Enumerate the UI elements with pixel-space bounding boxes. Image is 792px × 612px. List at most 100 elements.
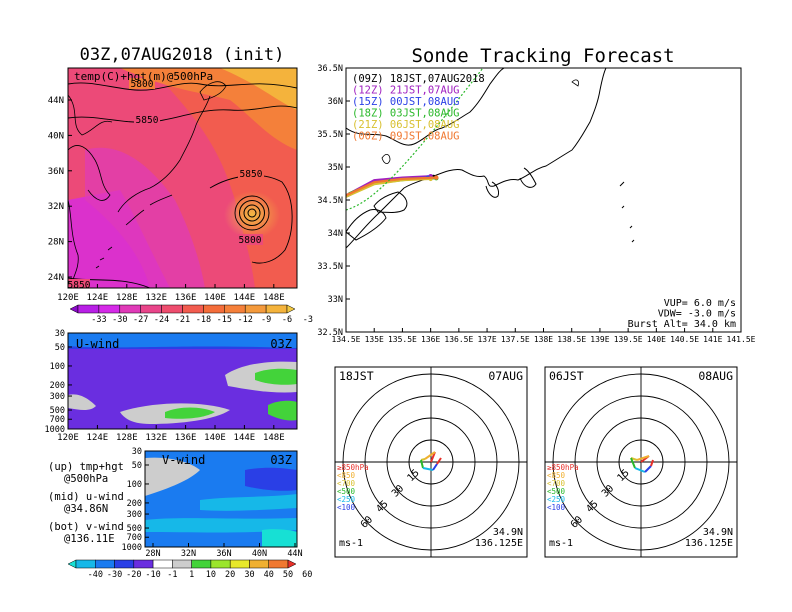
colorbar-label: 20 (225, 570, 235, 580)
colorbar-cell (224, 304, 246, 314)
lat-tick-label: 36N (48, 167, 64, 177)
lon-tick-label: 139.5E (614, 335, 643, 344)
colorbar-cell (77, 304, 100, 314)
izu-islands (619, 181, 635, 243)
level-legend-entry: <250 (337, 495, 356, 504)
lon-tick-label: 148E (263, 433, 285, 443)
colorbar-cell (152, 559, 173, 569)
v-field-cyan-low (145, 518, 297, 533)
temp-map-frame (67, 67, 298, 289)
track-title: Sonde Tracking Forecast (411, 45, 674, 67)
contour-label: 5850 (263, 240, 286, 251)
note-top-b: @500hPa (64, 473, 108, 485)
japan-coastline (117, 95, 211, 226)
map-lon-axis: 120E 124E 128E 132E 136E 140E 144E 148E (57, 284, 285, 303)
typhoon-contour-3 (239, 200, 265, 226)
colorbar-label: 40 (264, 570, 274, 580)
hodograph-lon: 136.125E (685, 538, 733, 549)
colorbar-cell (268, 559, 289, 569)
colorbar-cell (75, 559, 96, 569)
hodograph-time: 06JST (549, 369, 584, 383)
hodograph-unit: ms-1 (549, 538, 573, 549)
colorbar-cell (172, 559, 192, 569)
lat-tick-label: 24N (48, 273, 64, 283)
temp-field-yellow-edge (220, 68, 297, 110)
v-field-cyan-band (200, 494, 297, 511)
lat-tick-label: 28N (48, 238, 64, 248)
typhoon-warm-core (224, 191, 280, 239)
lon-tick-label: 120E (57, 293, 79, 303)
colorbar-label: -12 (238, 315, 253, 325)
lon-tick-label: 136E (421, 335, 440, 344)
pressure-tick-label: 500 (127, 524, 142, 534)
sonde-track-line (346, 177, 431, 198)
v-field-cyan-right (262, 529, 297, 547)
contour-5850-southwest (68, 277, 151, 288)
hodograph-trace (420, 459, 424, 469)
lon-tick-label: 136.5E (444, 335, 473, 344)
colorbar-cell (140, 304, 162, 314)
pressure-tick-label: 1000 (45, 425, 65, 435)
lat-tick-label: 44N (287, 549, 302, 559)
lat-tick-label: 33N (328, 295, 343, 305)
colorbar-label: -9 (261, 315, 271, 325)
pressure-tick-label: 100 (50, 362, 65, 372)
colorbar-label: -40 (88, 570, 103, 580)
temp-field-orange-north (120, 68, 297, 150)
track-legend-entry: (12Z) 21JST,07AUG (352, 85, 459, 97)
u-lon-axis: 120E 124E 128E 132E 136E 140E 144E 148E (57, 425, 285, 443)
contour-label: 5850 (68, 280, 91, 291)
hodograph-lon: 136.125E (475, 538, 523, 549)
kii-peninsula (373, 191, 408, 213)
lon-tick-label: 139E (590, 335, 609, 344)
colorbar-label: -20 (126, 570, 141, 580)
track-legend-entry: (09Z) 18JST,07AUG2018 (352, 73, 485, 85)
track-legend-entry: (15Z) 00JST,08AUG (352, 96, 459, 108)
temp-map-panel: 5800 5850 5850 5850 5800 5850 temp(C)+hg… (48, 67, 298, 303)
hodograph-lat: 34.9N (493, 527, 523, 538)
lat-tick-label: 36N (328, 97, 343, 107)
lon-tick-label: 135.5E (388, 335, 417, 344)
colorbar-label: -30 (112, 315, 127, 325)
flight-parameter: VDW= -3.0 m/s (658, 309, 736, 320)
u-field-gray-left (68, 394, 96, 410)
v-field-gray-upper (145, 457, 200, 496)
korea-coastline (68, 145, 111, 201)
u-wind-label: U-wind (76, 337, 119, 351)
colorbar-label: -27 (133, 315, 148, 325)
contour-label: 5850 (136, 115, 159, 126)
colorbar-label: 60 (302, 570, 312, 580)
colorbar-cell (98, 304, 121, 314)
lat-tick-label: 35N (328, 163, 343, 173)
colorbar-cell (229, 559, 250, 569)
pressure-tick-label: 500 (50, 406, 65, 416)
lat-tick-label: 34.5N (317, 196, 343, 206)
contour-label: 5800 (131, 79, 154, 90)
izu-peninsula (485, 181, 499, 198)
level-legend-entry: ≥850hPa (337, 463, 369, 472)
colorbar-cell (210, 559, 231, 569)
lon-tick-label: 138E (534, 335, 553, 344)
colorbar-label: -21 (175, 315, 190, 325)
lat-tick-label: 35.5N (317, 130, 343, 140)
pressure-tick-label: 200 (127, 499, 142, 509)
colorbar-label: -18 (196, 315, 211, 325)
pressure-tick-label: 100 (127, 480, 142, 490)
lon-tick-label: 138.5E (557, 335, 586, 344)
flight-parameter: Burst Alt= 34.0 km (628, 319, 736, 330)
pressure-tick-label: 1000 (122, 543, 142, 553)
colorbar-cell (244, 304, 267, 314)
track-legend-entry: (21Z) 06JST,08AUG (352, 119, 459, 131)
lon-tick-label: 140E (204, 293, 226, 303)
u-field-green-right (268, 400, 297, 421)
track-panel: (09Z) 18JST,07AUG2018(12Z) 21JST,07AUG(1… (317, 64, 755, 344)
u-field-green-low (165, 407, 215, 419)
field-label: temp(C)+hgt(m)@500hPa (74, 70, 213, 83)
pressure-tick-label: 50 (55, 343, 65, 353)
u-wind-frame (67, 332, 298, 430)
v-field-navy-right (245, 467, 297, 491)
